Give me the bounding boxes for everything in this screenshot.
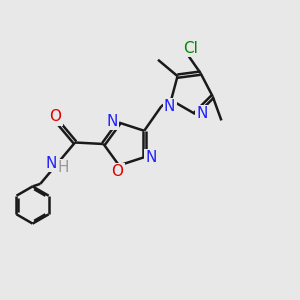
Text: O: O [50, 110, 61, 124]
Text: N: N [196, 106, 207, 122]
Text: N: N [164, 99, 175, 114]
Text: N: N [145, 150, 157, 165]
Text: N: N [45, 156, 57, 171]
Text: O: O [112, 164, 124, 179]
Text: N: N [107, 114, 118, 129]
Text: Cl: Cl [183, 40, 198, 56]
Text: H: H [57, 160, 69, 175]
